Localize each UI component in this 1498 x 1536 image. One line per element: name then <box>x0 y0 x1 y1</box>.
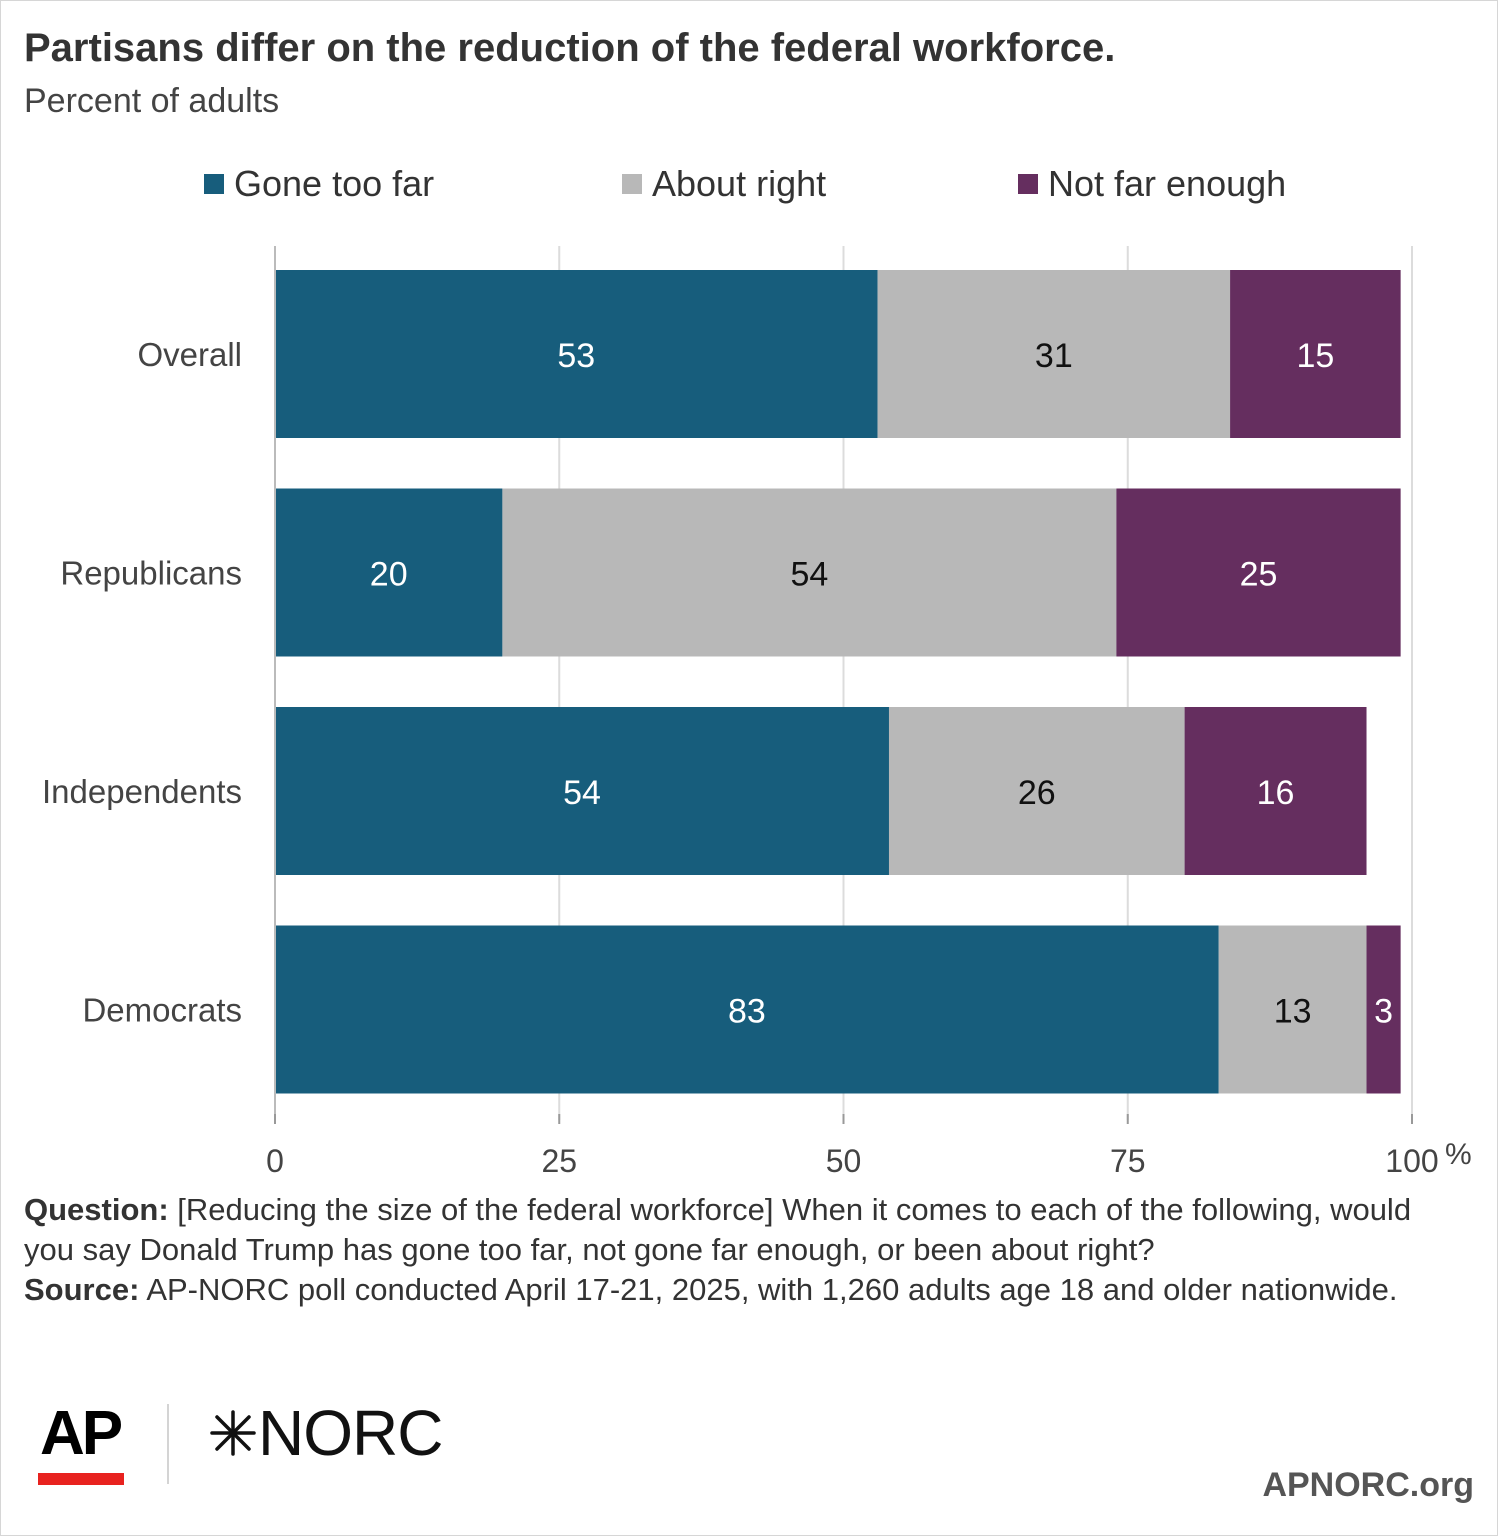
data-label-not-far-enough-overall: 15 <box>1296 337 1334 375</box>
legend-item-gone-too-far: Gone too far <box>204 162 434 206</box>
data-label-gone-too-far-republicans: 20 <box>370 556 408 594</box>
bar-not-far-enough-republicans <box>1116 488 1401 657</box>
x-tick-label-75: 75 <box>1110 1143 1146 1179</box>
norc-logo: NORC <box>208 1396 443 1470</box>
category-label-republicans: Republicans <box>60 555 242 592</box>
data-label-gone-too-far-independents: 54 <box>563 774 601 812</box>
legend-label-not-far-enough: Not far enough <box>1048 163 1287 204</box>
source-text: AP-NORC poll conducted April 17-21, 2025… <box>146 1272 1398 1307</box>
data-label-gone-too-far-democrats: 83 <box>728 993 766 1031</box>
logo-divider <box>167 1404 169 1484</box>
data-label-about-right-independents: 26 <box>1018 774 1056 812</box>
data-label-about-right-democrats: 13 <box>1274 993 1312 1031</box>
norc-star-icon <box>210 1410 256 1456</box>
x-tick-label-100: 100 <box>1385 1143 1438 1179</box>
source-label: Source: <box>24 1272 140 1307</box>
norc-logo-text: NORC <box>258 1397 443 1469</box>
legend-swatch-not-far-enough <box>1018 174 1038 194</box>
bar-gone-too-far-overall <box>275 270 878 438</box>
x-tick-label-0: 0 <box>266 1143 284 1179</box>
source-note: Source: AP-NORC poll conducted April 17-… <box>24 1270 1464 1310</box>
category-label-independents: Independents <box>42 773 242 810</box>
ap-logo-bar <box>38 1473 124 1485</box>
chart-notes: Question: [Reducing the size of the fede… <box>24 1190 1464 1310</box>
data-label-not-far-enough-republicans: 25 <box>1240 556 1278 594</box>
legend-swatch-gone-too-far <box>204 174 224 194</box>
stacked-bar-chart: Overall 53 31 15 Republicans 20 54 25 Independen… <box>42 246 1472 1179</box>
question-text: [Reducing the size of the federal workfo… <box>24 1192 1412 1267</box>
legend-label-gone-too-far: Gone too far <box>234 163 435 204</box>
category-label-democrats: Democrats <box>82 992 242 1029</box>
bar-not-far-enough-democrats <box>1366 925 1401 1094</box>
chart-subtitle: Percent of adults <box>24 82 280 120</box>
bar-gone-too-far-independents <box>275 707 889 875</box>
x-tick-label-25: 25 <box>541 1143 577 1179</box>
bar-gone-too-far-republicans <box>275 488 503 657</box>
legend-item-about-right: About right <box>622 162 826 206</box>
bar-about-right-republicans <box>502 488 1117 657</box>
chart-title: Partisans differ on the reduction of the… <box>24 26 1116 70</box>
x-tick-label-50: 50 <box>826 1143 862 1179</box>
category-label-overall: Overall <box>137 336 242 373</box>
legend-swatch-about-right <box>622 174 642 194</box>
x-axis-unit-label: % <box>1445 1138 1472 1171</box>
bar-not-far-enough-independents <box>1184 707 1367 875</box>
question-note: Question: [Reducing the size of the fede… <box>24 1190 1464 1270</box>
question-label: Question: <box>24 1192 169 1227</box>
legend-label-about-right: About right <box>652 163 827 204</box>
data-label-about-right-republicans: 54 <box>790 556 828 594</box>
bar-about-right-independents <box>888 707 1185 875</box>
footer-url: APNORC.org <box>1262 1466 1474 1504</box>
ap-logo: AP <box>40 1399 123 1468</box>
bar-about-right-overall <box>877 270 1231 438</box>
data-label-not-far-enough-democrats: 3 <box>1374 993 1393 1031</box>
bar-about-right-democrats <box>1218 925 1367 1094</box>
bar-not-far-enough-overall <box>1230 270 1401 438</box>
data-label-gone-too-far-overall: 53 <box>557 337 595 375</box>
data-label-not-far-enough-independents: 16 <box>1257 774 1295 812</box>
data-label-about-right-overall: 31 <box>1035 337 1073 375</box>
bar-gone-too-far-democrats <box>275 925 1219 1094</box>
legend-item-not-far-enough: Not far enough <box>1018 162 1286 206</box>
